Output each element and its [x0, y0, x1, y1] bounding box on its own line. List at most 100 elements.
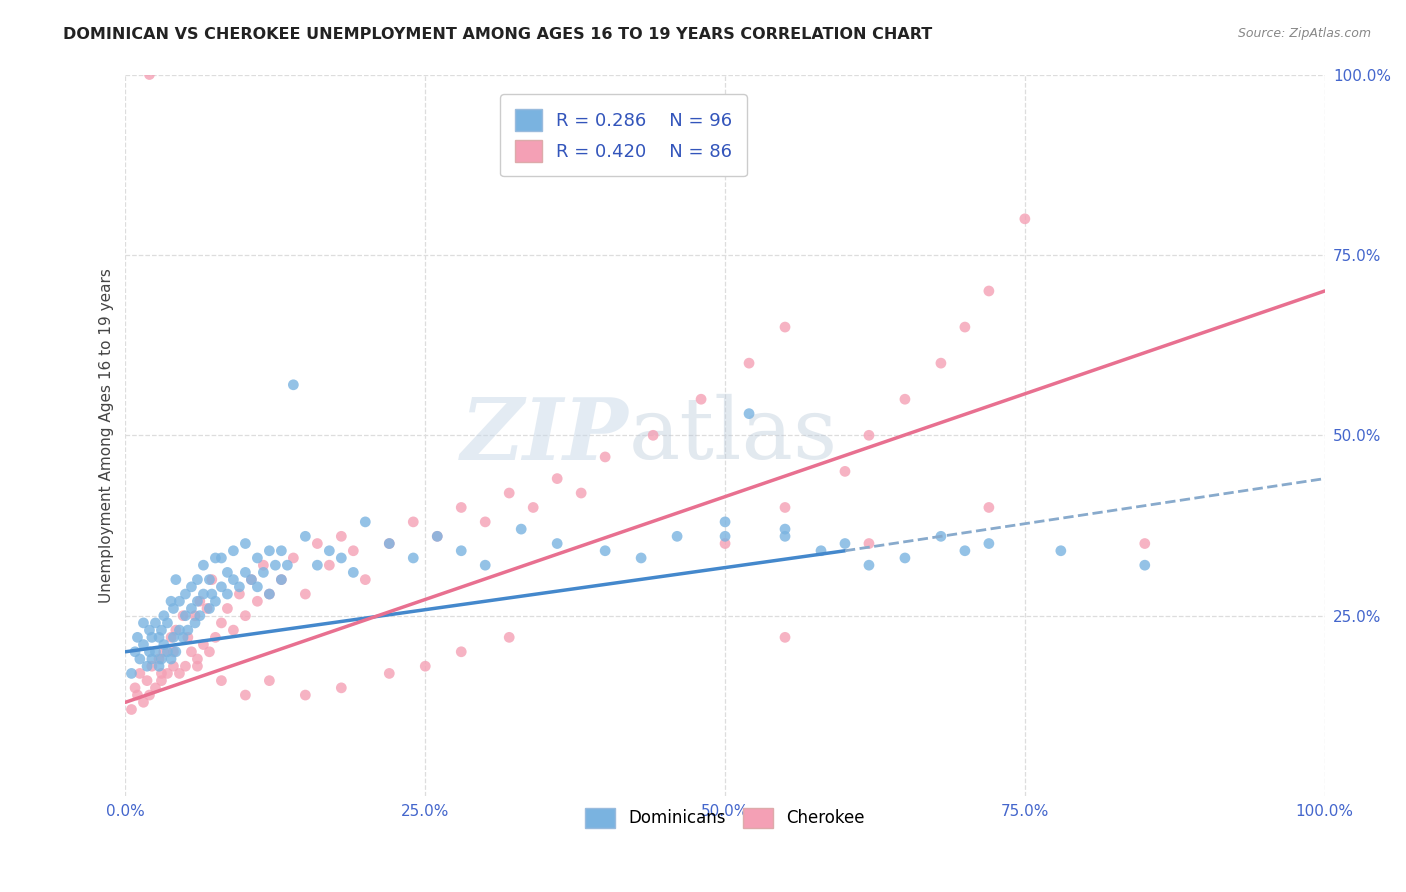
Point: [136, 659, 159, 673]
Point: [145, 681, 167, 695]
Point: [402, 551, 425, 566]
Point: [858, 536, 880, 550]
Y-axis label: Unemployment Among Ages 16 to 19 years: Unemployment Among Ages 16 to 19 years: [100, 268, 114, 603]
Point: [222, 573, 245, 587]
Point: [929, 529, 952, 543]
Point: [1133, 558, 1156, 573]
Point: [259, 587, 281, 601]
Point: [270, 573, 292, 587]
Point: [378, 536, 401, 550]
Point: [217, 566, 239, 580]
Point: [953, 543, 976, 558]
Point: [276, 558, 298, 573]
Point: [834, 536, 856, 550]
Point: [894, 551, 917, 566]
Point: [141, 631, 163, 645]
Point: [180, 645, 202, 659]
Point: [138, 645, 160, 659]
Point: [834, 464, 856, 478]
Point: [252, 566, 274, 580]
Point: [294, 688, 316, 702]
Point: [259, 587, 281, 601]
Point: [977, 500, 1000, 515]
Point: [235, 536, 257, 550]
Point: [145, 615, 167, 630]
Point: [184, 615, 207, 630]
Point: [186, 594, 208, 608]
Point: [474, 558, 496, 573]
Point: [378, 536, 401, 550]
Point: [127, 631, 149, 645]
Point: [150, 623, 173, 637]
Point: [162, 645, 184, 659]
Point: [283, 551, 305, 566]
Point: [773, 320, 796, 334]
Point: [136, 673, 159, 688]
Point: [156, 615, 179, 630]
Point: [132, 695, 155, 709]
Point: [160, 631, 183, 645]
Point: [318, 558, 340, 573]
Point: [666, 529, 689, 543]
Point: [160, 652, 183, 666]
Point: [246, 594, 269, 608]
Point: [209, 551, 232, 566]
Point: [153, 608, 176, 623]
Point: [186, 652, 208, 666]
Point: [124, 681, 146, 695]
Point: [217, 601, 239, 615]
Point: [177, 623, 200, 637]
Legend: Dominicans, Cherokee: Dominicans, Cherokee: [579, 801, 872, 835]
Point: [894, 392, 917, 407]
Point: [162, 601, 184, 615]
Point: [259, 673, 281, 688]
Point: [150, 652, 173, 666]
Point: [160, 594, 183, 608]
Point: [330, 529, 353, 543]
Point: [177, 631, 200, 645]
Point: [153, 638, 176, 652]
Point: [235, 566, 257, 580]
Point: [240, 573, 263, 587]
Point: [204, 551, 226, 566]
Point: [188, 594, 211, 608]
Point: [228, 580, 250, 594]
Point: [204, 631, 226, 645]
Point: [773, 500, 796, 515]
Point: [342, 543, 364, 558]
Point: [138, 68, 160, 82]
Point: [307, 558, 329, 573]
Text: Source: ZipAtlas.com: Source: ZipAtlas.com: [1237, 27, 1371, 40]
Point: [773, 631, 796, 645]
Point: [450, 543, 472, 558]
Point: [1050, 543, 1073, 558]
Point: [240, 573, 263, 587]
Point: [165, 623, 187, 637]
Point: [426, 529, 449, 543]
Point: [138, 688, 160, 702]
Point: [498, 631, 520, 645]
Point: [773, 529, 796, 543]
Point: [953, 320, 976, 334]
Point: [246, 551, 269, 566]
Point: [510, 522, 533, 536]
Point: [714, 515, 737, 529]
Point: [209, 673, 232, 688]
Text: ZIP: ZIP: [461, 393, 628, 477]
Point: [195, 601, 218, 615]
Point: [342, 566, 364, 580]
Point: [162, 631, 184, 645]
Point: [153, 645, 176, 659]
Point: [148, 652, 170, 666]
Point: [198, 573, 221, 587]
Point: [246, 580, 269, 594]
Point: [132, 638, 155, 652]
Point: [141, 652, 163, 666]
Point: [222, 623, 245, 637]
Point: [193, 558, 215, 573]
Point: [929, 356, 952, 370]
Point: [546, 536, 568, 550]
Point: [180, 601, 202, 615]
Point: [522, 500, 544, 515]
Point: [270, 573, 292, 587]
